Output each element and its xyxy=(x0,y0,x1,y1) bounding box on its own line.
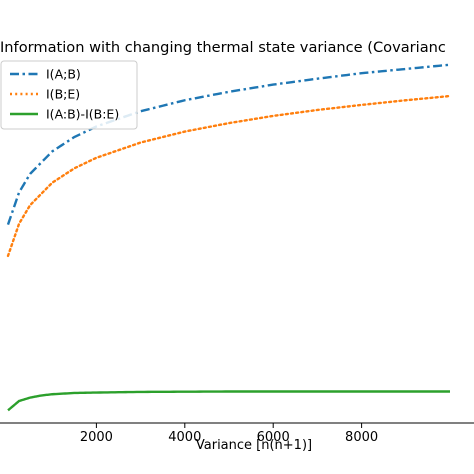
legend-label-3: I(A:B)-I(B:E) xyxy=(46,107,119,122)
x-tick-label: 6000 xyxy=(257,430,290,445)
chart-title: Information with changing thermal state … xyxy=(0,39,446,56)
legend-frame xyxy=(0,60,138,130)
legend-label-2: I(B;E) xyxy=(46,87,80,102)
plot-area: 2000 4000 6000 8000 xyxy=(0,63,474,445)
legend-items: I(A;B) I(B;E) I(A:B)-I(B:E) xyxy=(10,67,119,122)
series-line-3 xyxy=(7,390,450,412)
x-tick-label: 2000 xyxy=(80,430,113,445)
series-line-1 xyxy=(6,63,451,225)
legend-label-1: I(A;B) xyxy=(46,67,81,82)
series-line-2 xyxy=(6,94,452,258)
x-axis-label: Variance [n(n+1)] xyxy=(196,438,312,453)
series-layer xyxy=(6,63,452,412)
legend: I(A;B) I(B;E) I(A:B)-I(B:E) xyxy=(0,60,138,130)
x-tick-label: 4000 xyxy=(168,430,201,445)
x-tick-label: 8000 xyxy=(345,430,378,445)
x-tick-layer: 2000 4000 6000 8000 xyxy=(80,423,378,445)
